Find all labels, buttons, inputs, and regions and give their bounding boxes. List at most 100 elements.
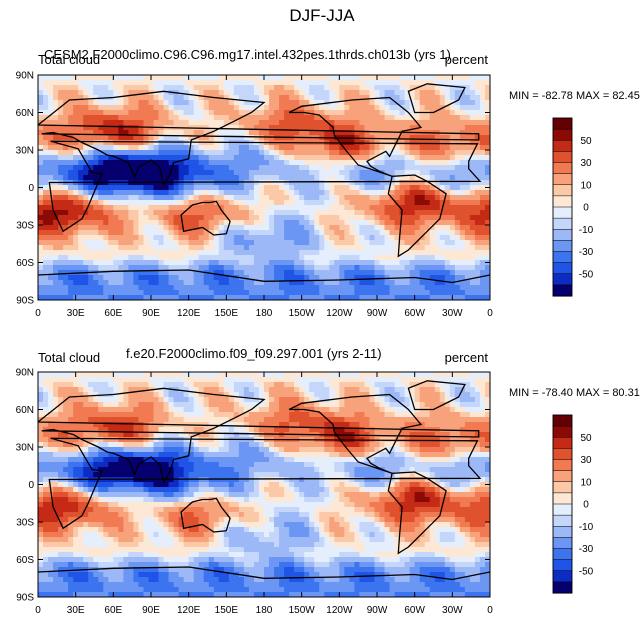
field-cell (369, 160, 376, 166)
field-cell (198, 255, 205, 261)
field-cell (168, 412, 175, 418)
field-cell (168, 295, 175, 300)
field-cell (88, 110, 94, 116)
field-cell (203, 255, 210, 261)
field-cell (98, 130, 104, 136)
field-cell (344, 75, 350, 81)
field-cell (339, 382, 345, 388)
field-cell (429, 175, 436, 181)
field-cell (279, 105, 285, 111)
field-cell (118, 105, 124, 111)
field-cell (213, 295, 220, 300)
field-cell (374, 250, 381, 256)
field-cell (349, 130, 355, 136)
field-cell (218, 135, 225, 141)
field-cell (138, 120, 145, 126)
field-cell (83, 220, 89, 226)
field-cell (183, 215, 190, 221)
field-cell (474, 372, 481, 378)
field-cell (253, 290, 260, 296)
field-cell (269, 125, 275, 131)
field-cell (429, 230, 436, 236)
field-cell (269, 260, 275, 266)
field-cell (138, 220, 145, 226)
field-cell (203, 280, 210, 286)
field-cell (309, 372, 315, 378)
field-cell (68, 295, 74, 300)
field-cell (399, 265, 406, 271)
field-cell (459, 210, 466, 216)
field-cell (359, 250, 366, 256)
field-cell (419, 290, 426, 296)
field-cell (113, 115, 119, 121)
field-cell (389, 100, 396, 106)
field-cell (354, 85, 361, 91)
field-cell (188, 100, 195, 106)
field-cell (213, 100, 220, 106)
field-cell (269, 372, 275, 378)
field-cell (208, 80, 215, 86)
field-cell (178, 255, 185, 261)
field-cell (98, 407, 104, 413)
field-cell (88, 140, 94, 146)
field-cell (138, 130, 145, 136)
field-cell (98, 280, 104, 286)
field-cell (284, 290, 290, 296)
field-cell (424, 250, 431, 256)
field-cell (349, 290, 355, 296)
field-cell (113, 195, 119, 201)
field-cell (439, 160, 446, 166)
field-cell (103, 160, 109, 166)
field-cell (264, 372, 270, 378)
field-cell (233, 285, 240, 291)
field-cell (454, 145, 461, 151)
field-cell (354, 150, 361, 156)
field-cell (203, 397, 210, 403)
field-cell (309, 270, 315, 276)
field-cell (414, 80, 421, 86)
field-cell (173, 280, 180, 286)
field-cell (38, 155, 44, 161)
field-cell (429, 240, 436, 246)
field-cell (404, 235, 411, 241)
field-cell (58, 135, 64, 141)
field-cell (419, 215, 426, 221)
field-cell (53, 115, 59, 121)
field-cell (218, 235, 225, 241)
field-cell (474, 145, 481, 151)
field-cell (203, 250, 210, 256)
field-cell (53, 195, 59, 201)
field-cell (203, 135, 210, 141)
field-cell (269, 100, 275, 106)
field-cell (153, 372, 160, 378)
field-cell (434, 372, 441, 378)
field-cell (213, 255, 220, 261)
field-cell (203, 145, 210, 151)
field-cell (228, 165, 235, 171)
field-cell (143, 377, 150, 383)
field-cell (464, 377, 471, 383)
field-cell (359, 180, 366, 186)
field-cell (173, 255, 180, 261)
field-cell (454, 225, 461, 231)
field-cell (108, 130, 114, 136)
field-cell (459, 250, 466, 256)
field-cell (238, 155, 245, 161)
field-cell (58, 220, 64, 226)
field-cell (264, 260, 270, 266)
field-cell (469, 140, 476, 146)
field-cell (93, 195, 99, 201)
field-cell (354, 215, 361, 221)
field-cell (48, 120, 54, 126)
field-cell (349, 75, 355, 81)
field-cell (354, 382, 361, 388)
field-cell (284, 412, 290, 418)
field-cell (484, 145, 490, 151)
field-cell (258, 235, 265, 241)
field-cell (469, 175, 476, 181)
field-cell (73, 170, 79, 176)
field-cell (48, 115, 54, 121)
field-cell (183, 165, 190, 171)
field-cell (334, 100, 340, 106)
